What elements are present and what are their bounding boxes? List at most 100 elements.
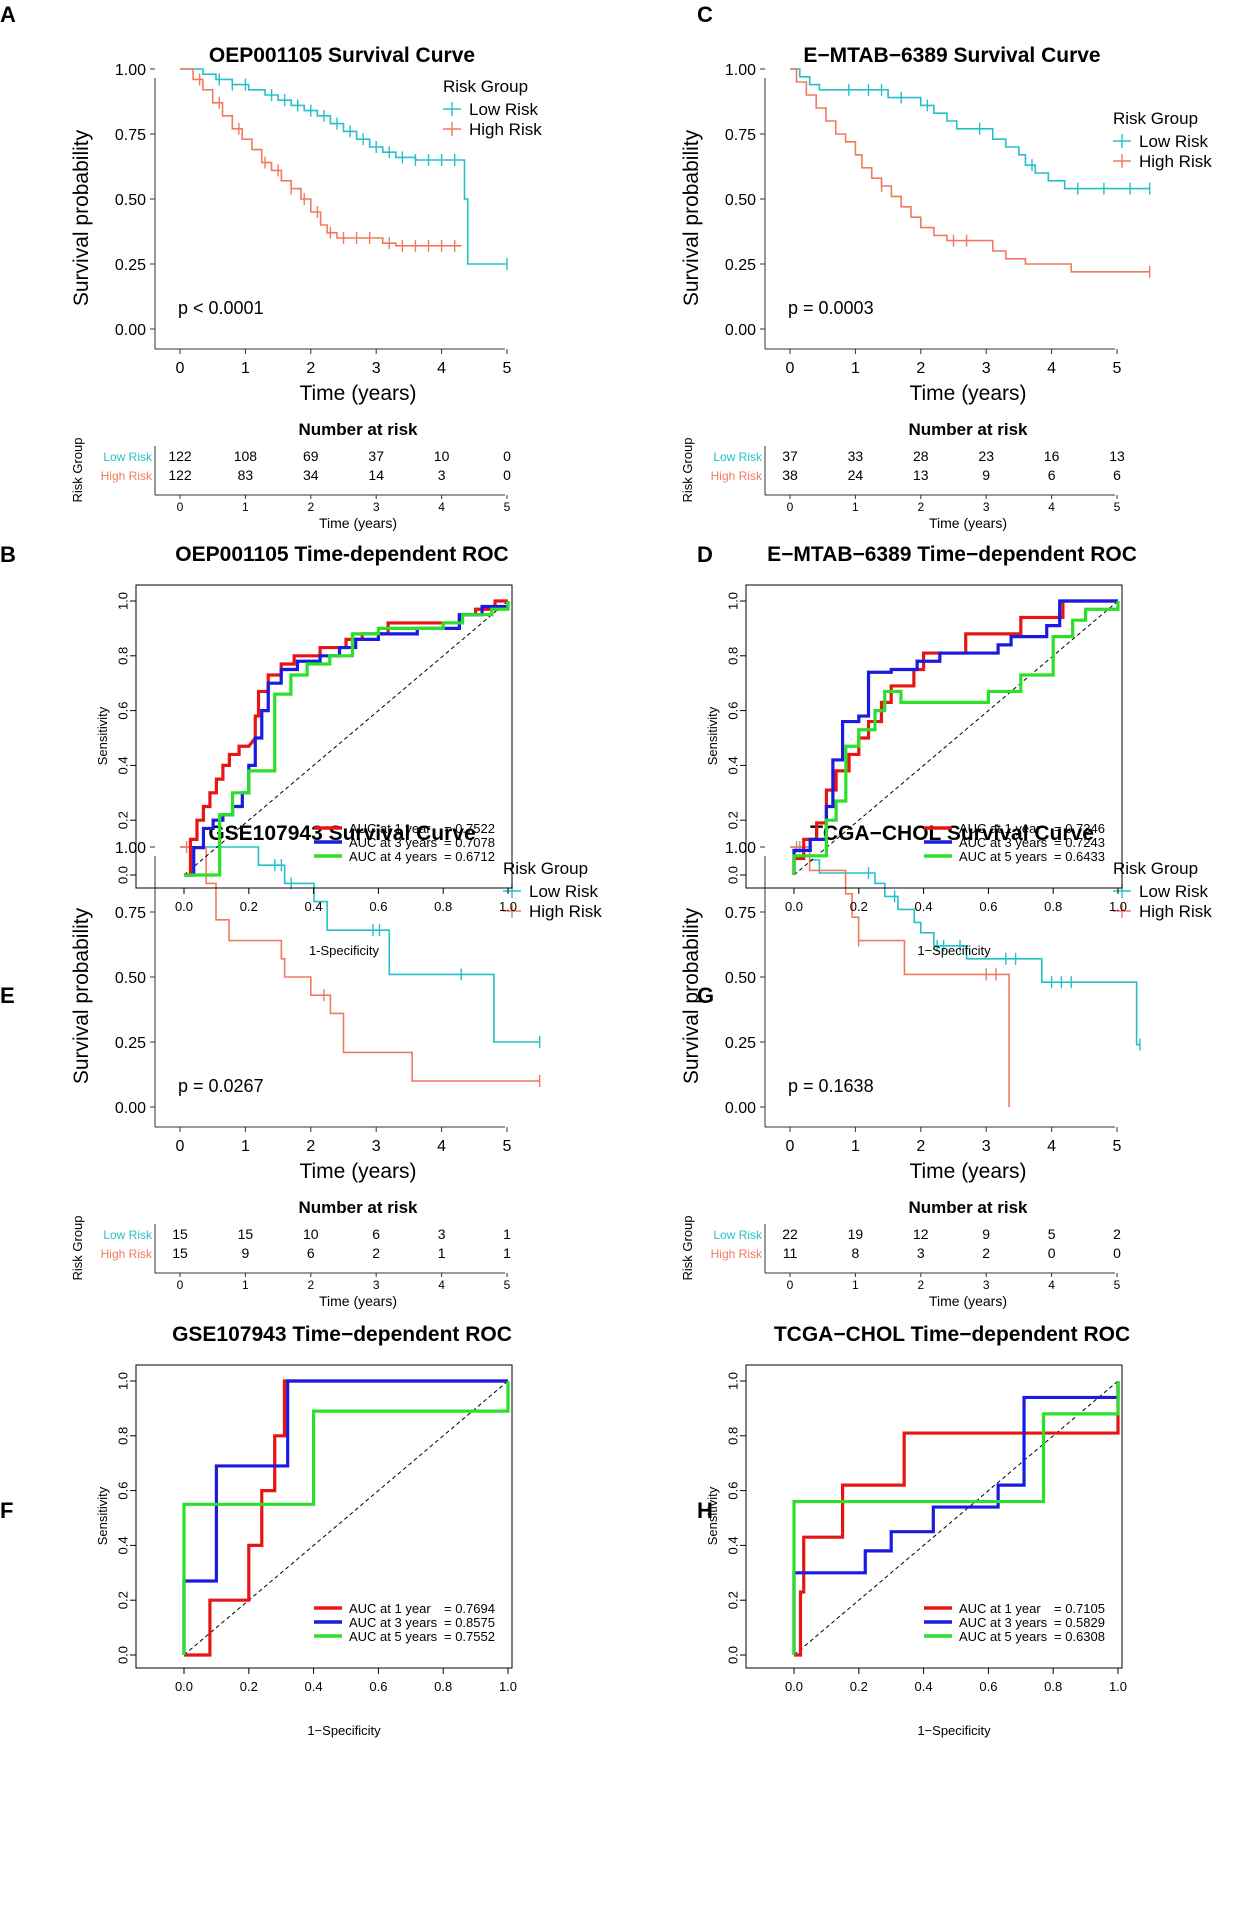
risk-count: 11 <box>783 1245 798 1261</box>
y-tick-label: 0.0 <box>115 1646 130 1664</box>
risk-count: 15 <box>238 1226 254 1242</box>
risk-count: 9 <box>242 1245 250 1261</box>
risk-x-tick-label: 2 <box>917 500 924 514</box>
survival-curve-high-risk <box>180 68 462 247</box>
y-tick-label: 0.6 <box>725 702 740 720</box>
y-axis-label: Sensitivity <box>705 1486 720 1545</box>
y-tick-label: 0.50 <box>725 192 756 209</box>
roc-panel-B: OEP001105 Time-dependent ROC 0.0 0.0 0.2 0.2… <box>95 543 517 958</box>
chart-title: E−MTAB−6389 Time−dependent ROC <box>767 543 1137 566</box>
legend-label: AUC at 3 years <box>349 835 438 850</box>
roc-curve <box>182 1381 510 1655</box>
x-tick-label: 0.2 <box>240 1679 258 1694</box>
y-tick-label: 0.4 <box>725 1536 740 1554</box>
roc-curve <box>184 601 510 877</box>
x-tick-label: 0 <box>176 1138 185 1155</box>
p-value: p < 0.0001 <box>178 298 264 318</box>
chart-title: OEP001105 Time-dependent ROC <box>175 543 508 566</box>
risk-row-label: High Risk <box>101 1247 153 1261</box>
risk-count: 24 <box>848 467 864 483</box>
chart-title: OEP001105 Survival Curve <box>209 44 475 67</box>
roc-curve <box>184 1379 508 1657</box>
risk-count: 37 <box>782 448 798 464</box>
risk-x-tick-label: 4 <box>1048 500 1055 514</box>
y-tick-label: 0.00 <box>115 1100 146 1117</box>
chart-title: GSE107943 Survival Curve <box>208 822 475 845</box>
risk-count: 2 <box>372 1245 380 1261</box>
x-tick-label: 0.4 <box>915 1679 933 1694</box>
risk-x-tick-label: 0 <box>787 1278 794 1292</box>
risk-x-tick-label: 3 <box>983 500 990 514</box>
risk-x-tick-label: 1 <box>242 500 249 514</box>
diagonal-reference <box>183 1380 509 1656</box>
x-tick-label: 3 <box>372 1138 381 1155</box>
survival-panel-E: GSE107943 Survival Curve0.000.250.500.75… <box>70 822 602 1309</box>
risk-count: 122 <box>168 467 192 483</box>
y-tick-label: 0.2 <box>115 811 130 829</box>
x-tick-label: 0.6 <box>369 899 387 914</box>
legend-value: = 0.6308 <box>1054 1629 1105 1644</box>
survival-curve-high-risk <box>790 846 1010 1107</box>
risk-count: 9 <box>982 467 990 483</box>
risk-x-tick-label: 5 <box>504 500 511 514</box>
risk-row-label: High Risk <box>711 469 763 483</box>
survival-curve-low-risk <box>790 68 1150 190</box>
risk-count: 10 <box>434 448 450 464</box>
risk-y-axis-label: Risk Group <box>680 1215 695 1280</box>
x-tick-label: 4 <box>1047 1138 1056 1155</box>
x-tick-label: 0.2 <box>850 899 868 914</box>
y-tick-label: 0.8 <box>115 647 130 665</box>
risk-count: 1 <box>503 1226 511 1242</box>
chart-title: E−MTAB−6389 Survival Curve <box>803 44 1100 67</box>
legend-label: Low Risk <box>529 882 598 901</box>
risk-x-tick-label: 4 <box>438 500 445 514</box>
y-axis-label: Survival probability <box>680 129 703 306</box>
x-tick-label: 0.4 <box>305 899 323 914</box>
risk-count: 6 <box>307 1245 315 1261</box>
y-tick-label: 0.6 <box>115 702 130 720</box>
x-tick-label: 4 <box>1047 360 1056 377</box>
x-tick-label: 4 <box>437 1138 446 1155</box>
y-axis-label: Survival probability <box>70 907 93 1084</box>
x-tick-label: 1.0 <box>499 899 517 914</box>
y-tick-label: 0.50 <box>115 192 146 209</box>
x-tick-label: 0.0 <box>175 899 193 914</box>
x-tick-label: 0.6 <box>979 899 997 914</box>
panel-label: F <box>0 1498 13 1523</box>
legend-value: = 0.7105 <box>1054 1601 1105 1616</box>
x-axis-label: 1−Specificity <box>307 1723 381 1738</box>
y-tick-label: 1.0 <box>115 592 130 610</box>
y-tick-label: 0.25 <box>115 1035 146 1052</box>
risk-count: 2 <box>1113 1226 1121 1242</box>
legend-label: AUC at 1 year <box>959 1601 1041 1616</box>
risk-count: 6 <box>1048 467 1056 483</box>
y-tick-label: 1.00 <box>115 840 146 857</box>
risk-row-label: High Risk <box>101 469 153 483</box>
risk-count: 3 <box>438 1226 446 1242</box>
risk-count: 5 <box>1048 1226 1056 1242</box>
risk-x-tick-label: 5 <box>504 1278 511 1292</box>
risk-count: 69 <box>303 448 319 464</box>
risk-x-tick-label: 1 <box>852 1278 859 1292</box>
risk-count: 33 <box>848 448 864 464</box>
legend-title: Risk Group <box>1113 109 1198 128</box>
risk-count: 6 <box>1113 467 1121 483</box>
roc-panel-F: GSE107943 Time−dependent ROC 0.0 0.0 0.2 0.2… <box>95 1323 517 1738</box>
roc-panel-H: TCGA−CHOL Time−dependent ROC 0.0 0.0 0.2 0.2… <box>705 1323 1130 1738</box>
risk-x-tick-label: 3 <box>373 500 380 514</box>
risk-count: 9 <box>982 1226 990 1242</box>
risk-x-tick-label: 3 <box>373 1278 380 1292</box>
risk-count: 16 <box>1044 448 1060 464</box>
panel-label: C <box>697 2 713 27</box>
y-tick-label: 0.2 <box>115 1591 130 1609</box>
x-tick-label: 0 <box>176 360 185 377</box>
x-tick-label: 1.0 <box>1109 899 1127 914</box>
risk-count: 83 <box>238 467 254 483</box>
y-tick-label: 0.50 <box>725 970 756 987</box>
legend-value: = 0.7243 <box>1054 835 1105 850</box>
legend-label: AUC at 5 years <box>959 849 1048 864</box>
risk-count: 3 <box>917 1245 925 1261</box>
y-tick-label: 0.0 <box>725 1646 740 1664</box>
diagonal-reference <box>793 1380 1119 1656</box>
x-axis-label: 1−Specificity <box>917 1723 991 1738</box>
